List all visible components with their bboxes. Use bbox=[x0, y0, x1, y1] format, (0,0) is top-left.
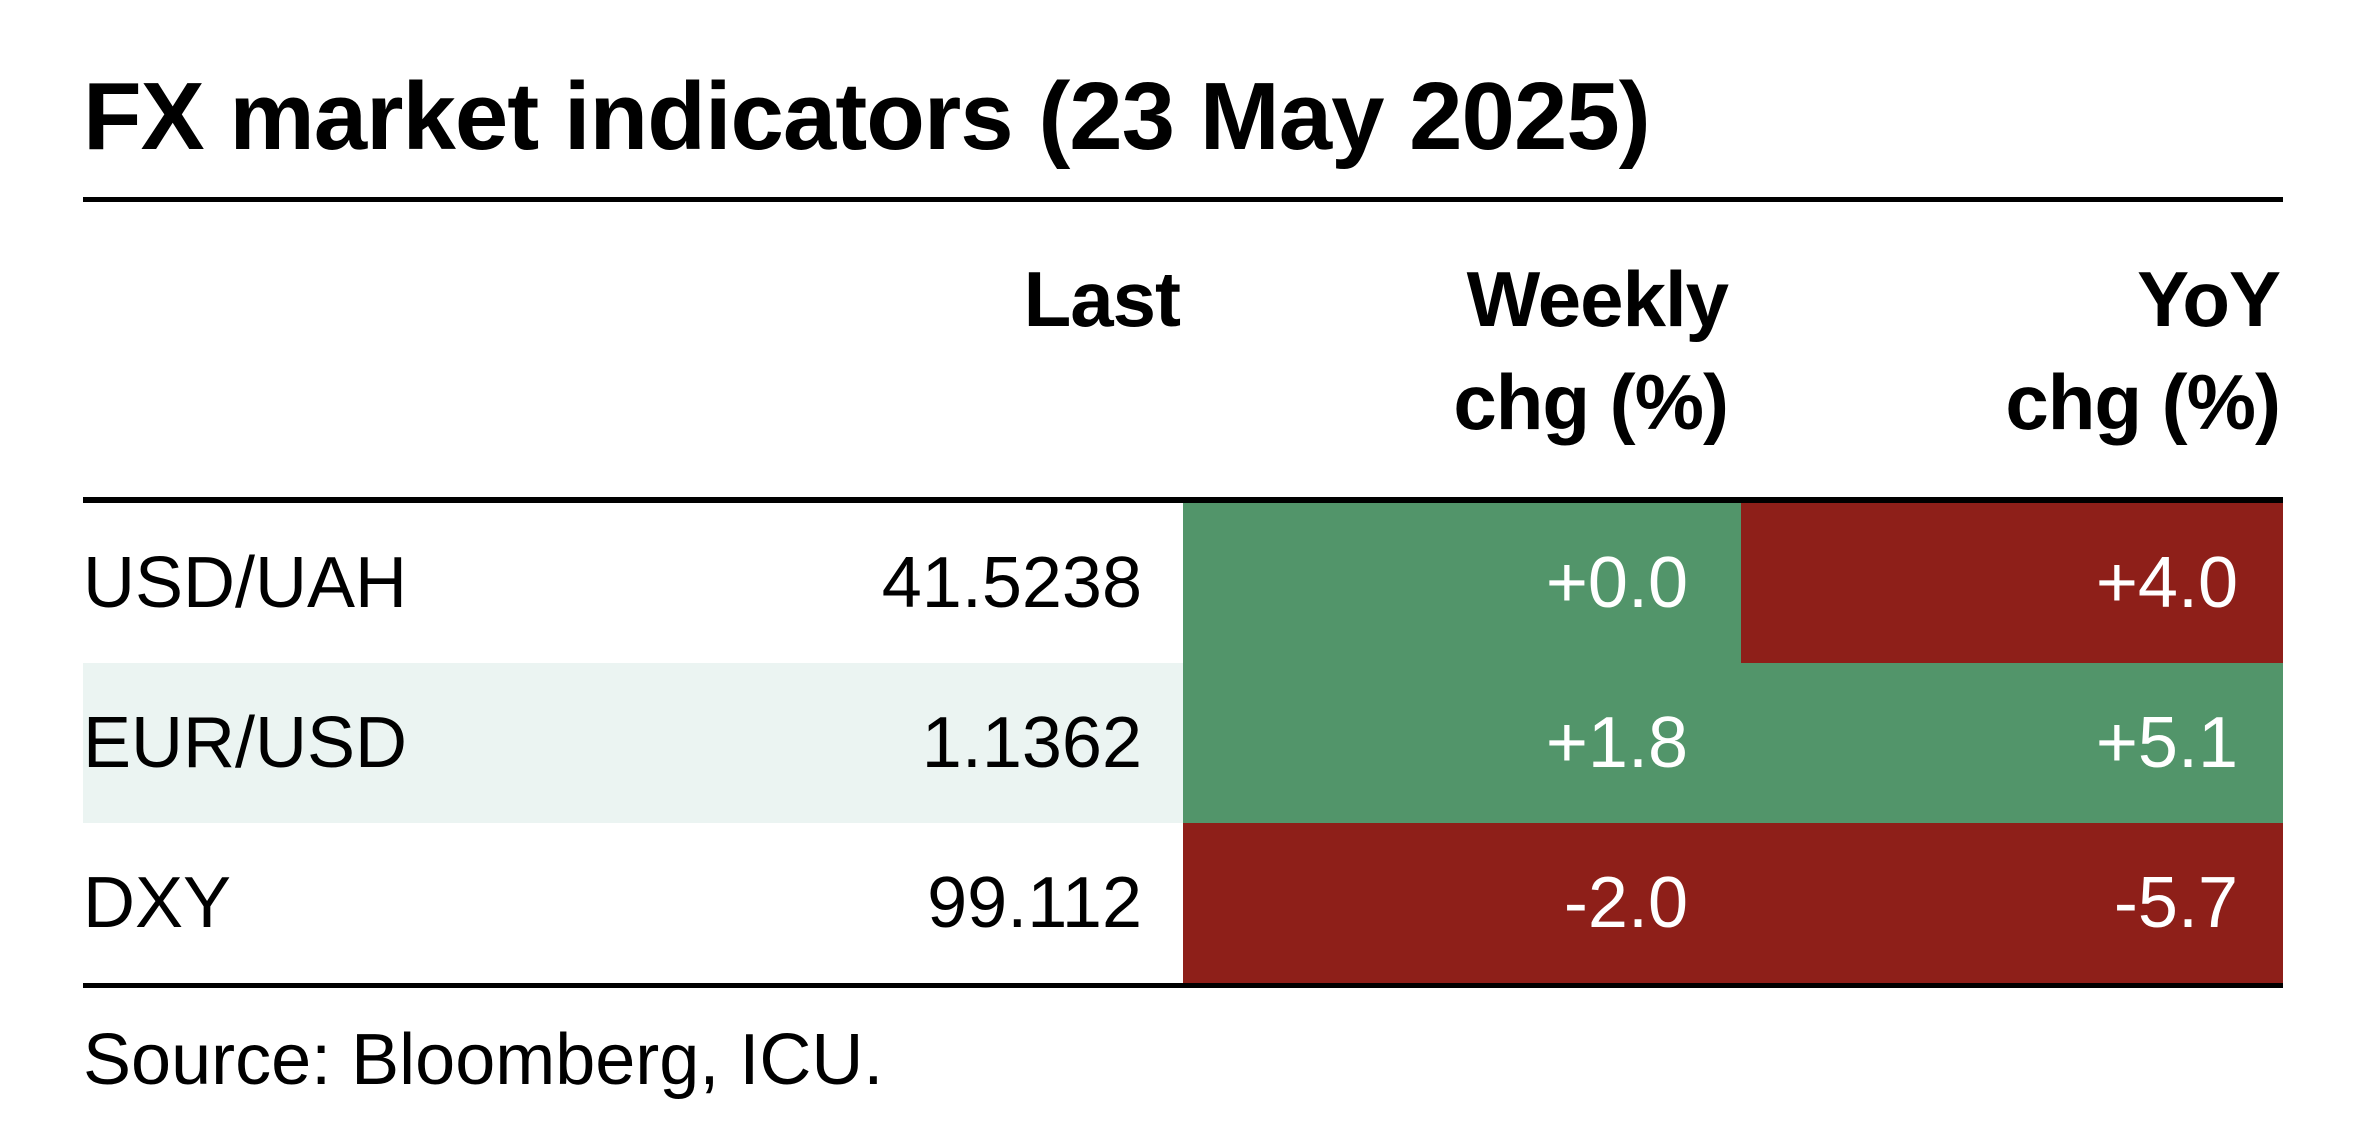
row-label: USD/UAH bbox=[83, 543, 408, 623]
yoy-chg-value: -5.7 bbox=[2113, 863, 2238, 943]
table-row-bg bbox=[83, 503, 1183, 663]
header-yoy-chg: YoY chg (%) bbox=[1800, 248, 2281, 454]
row-label: DXY bbox=[83, 863, 232, 943]
yoy-chg-cell bbox=[1741, 503, 2283, 663]
weekly-chg-cell bbox=[1183, 663, 1741, 823]
source-note: Source: Bloomberg, ICU. bbox=[83, 1020, 884, 1100]
header-last: Last bbox=[880, 248, 1181, 351]
bottom-rule bbox=[83, 983, 2283, 988]
weekly-chg-value: -2.0 bbox=[1563, 863, 1688, 943]
yoy-chg-value: +4.0 bbox=[2095, 543, 2238, 623]
header-weekly-chg: Weekly chg (%) bbox=[1300, 248, 1729, 454]
weekly-chg-cell bbox=[1183, 823, 1741, 983]
weekly-chg-cell bbox=[1183, 503, 1741, 663]
row-label: EUR/USD bbox=[83, 703, 408, 783]
top-rule bbox=[83, 197, 2283, 202]
header-rule bbox=[83, 497, 2283, 503]
header-weekly-line1: Weekly bbox=[1466, 255, 1729, 343]
header-yoy-line1: YoY bbox=[2137, 255, 2281, 343]
weekly-chg-value: +0.0 bbox=[1545, 543, 1688, 623]
yoy-chg-cell bbox=[1741, 823, 2283, 983]
header-last-label: Last bbox=[1023, 255, 1181, 343]
table-row-bg bbox=[83, 823, 1183, 983]
last-value: 41.5238 bbox=[881, 543, 1142, 623]
weekly-chg-value: +1.8 bbox=[1545, 703, 1688, 783]
last-value: 1.1362 bbox=[921, 703, 1142, 783]
yoy-chg-cell bbox=[1741, 663, 2283, 823]
last-value: 99.112 bbox=[927, 863, 1142, 943]
header-weekly-line2: chg (%) bbox=[1453, 358, 1729, 446]
yoy-chg-value: +5.1 bbox=[2095, 703, 2238, 783]
table-row-bg bbox=[83, 663, 1183, 823]
header-yoy-line2: chg (%) bbox=[2005, 358, 2281, 446]
table-title: FX market indicators (23 May 2025) bbox=[83, 63, 1651, 170]
